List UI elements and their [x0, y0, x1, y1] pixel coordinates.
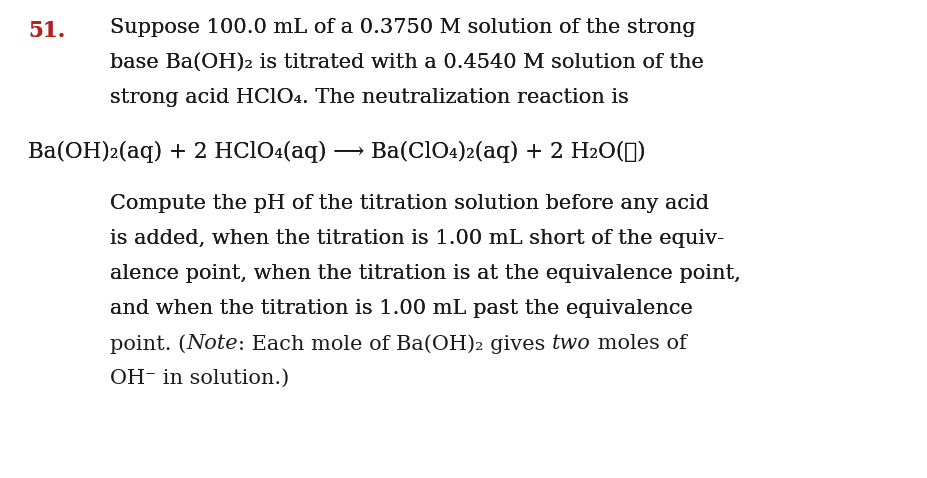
Text: strong acid HClO₄. The neutralization reaction is: strong acid HClO₄. The neutralization re… [110, 88, 629, 107]
Text: Suppose 100.0 mL of a 0.3750 M solution of the strong: Suppose 100.0 mL of a 0.3750 M solution … [110, 18, 695, 37]
Text: Ba(OH)₂(aq) + 2 HClO₄(aq) ⟶ Ba(ClO₄)₂(aq) + 2 H₂O(ℓ): Ba(OH)₂(aq) + 2 HClO₄(aq) ⟶ Ba(ClO₄)₂(aq… [28, 141, 645, 163]
Text: Compute the pH of the titration solution before any acid: Compute the pH of the titration solution… [110, 194, 708, 213]
Text: and when the titration is 1.00 mL past the equivalence: and when the titration is 1.00 mL past t… [110, 299, 692, 318]
Text: alence point, when the titration is at the equivalence point,: alence point, when the titration is at t… [110, 264, 740, 283]
Text: two: two [552, 334, 590, 353]
Text: is added, when the titration is 1.00 mL short of the equiv-: is added, when the titration is 1.00 mL … [110, 229, 723, 248]
Text: moles of: moles of [590, 334, 686, 353]
Text: 51.: 51. [28, 20, 65, 42]
Text: 51.: 51. [28, 20, 65, 42]
Text: point. (: point. ( [110, 334, 186, 354]
Text: and when the titration is 1.00 mL past the equivalence: and when the titration is 1.00 mL past t… [110, 299, 692, 318]
Text: OH⁻ in solution.): OH⁻ in solution.) [110, 369, 289, 388]
Text: Note: Note [186, 334, 237, 353]
Text: Compute the pH of the titration solution before any acid: Compute the pH of the titration solution… [110, 194, 708, 213]
Text: base Ba(OH)₂ is titrated with a 0.4540 M solution of the: base Ba(OH)₂ is titrated with a 0.4540 M… [110, 53, 703, 72]
Text: Ba(OH)₂(aq) + 2 HClO₄(aq) ⟶ Ba(ClO₄)₂(aq) + 2 H₂O(ℓ): Ba(OH)₂(aq) + 2 HClO₄(aq) ⟶ Ba(ClO₄)₂(aq… [28, 141, 645, 163]
Text: alence point, when the titration is at the equivalence point,: alence point, when the titration is at t… [110, 264, 740, 283]
Text: is added, when the titration is 1.00 mL short of the equiv-: is added, when the titration is 1.00 mL … [110, 229, 723, 248]
Text: : Each mole of Ba(OH)₂ gives: : Each mole of Ba(OH)₂ gives [237, 334, 552, 354]
Text: Suppose 100.0 mL of a 0.3750 M solution of the strong: Suppose 100.0 mL of a 0.3750 M solution … [110, 18, 695, 37]
Text: base Ba(OH)₂ is titrated with a 0.4540 M solution of the: base Ba(OH)₂ is titrated with a 0.4540 M… [110, 53, 703, 72]
Text: strong acid HClO₄. The neutralization reaction is: strong acid HClO₄. The neutralization re… [110, 88, 629, 107]
